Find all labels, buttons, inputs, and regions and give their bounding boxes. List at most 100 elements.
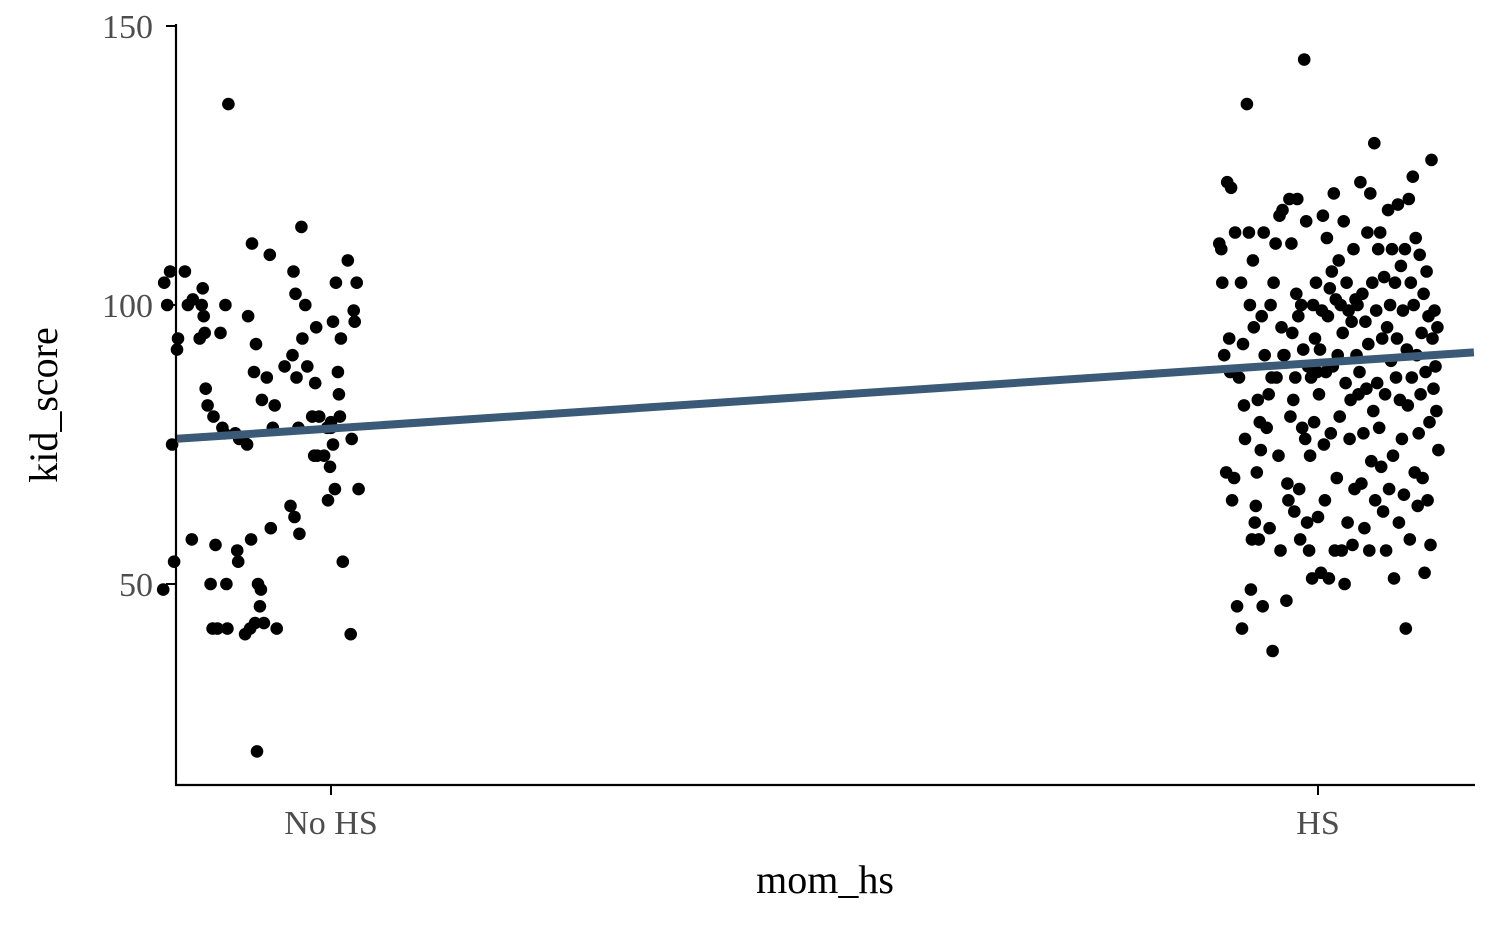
data-point [1407,298,1420,312]
data-point [1405,371,1419,384]
y-tick-label: 100 [102,288,153,325]
data-point [198,326,211,340]
data-point [1224,181,1238,195]
data-point [1330,471,1344,485]
data-point [1367,404,1380,418]
data-point [207,410,220,423]
data-point [345,432,359,446]
data-point [1252,533,1266,546]
data-point [1351,298,1364,312]
data-point [296,332,309,345]
data-point [1264,298,1277,312]
data-point [1234,276,1248,290]
data-point [221,622,234,635]
data-point [241,309,255,323]
data-point [1429,360,1442,373]
data-point [329,276,343,290]
data-point [1298,432,1312,446]
data-point [1386,449,1400,463]
data-point [1280,594,1293,607]
data-point [1336,326,1349,340]
data-point [1302,544,1316,557]
data-point [1415,326,1428,340]
data-point [240,438,254,451]
data-point [1227,471,1241,485]
data-point [1358,521,1371,535]
data-point [264,521,278,535]
data-point [290,371,303,384]
data-point [1300,516,1314,529]
data-point [1428,304,1441,317]
data-point [1353,365,1366,379]
data-point [1216,276,1229,290]
data-point [1247,321,1261,334]
data-point [1289,371,1302,384]
data-point [1355,477,1368,490]
data-point [1312,388,1326,401]
data-point [1299,215,1313,228]
data-point [328,482,342,496]
data-point [1362,337,1375,351]
data-point [244,533,258,546]
data-point [1236,337,1250,351]
data-point [1397,488,1411,502]
data-point [171,332,185,345]
x-axis-ticks: No HS HS [284,785,1340,842]
data-point [1368,494,1382,507]
data-point [1251,393,1265,407]
data-point [1371,242,1385,256]
data-point [178,265,192,278]
data-point [1310,365,1324,379]
data-point [1267,276,1280,290]
x-tick-label: HS [1296,805,1339,842]
data-point [1430,404,1443,418]
data-point [1380,321,1394,334]
data-point [1295,421,1309,435]
data-point [1316,209,1330,222]
data-point [220,577,233,591]
data-point [1272,449,1285,463]
data-point [195,298,208,312]
data-point [323,460,337,474]
data-point [1290,287,1303,301]
data-point [1388,276,1402,290]
data-point [1364,187,1377,200]
data-point [253,600,267,613]
data-point [163,265,177,278]
data-point [336,555,350,568]
data-point [219,298,232,312]
data-point [309,321,323,334]
data-point [1419,365,1432,379]
data-point [1292,309,1305,323]
data-point [1431,321,1444,334]
data-point [321,494,335,507]
data-point [286,348,299,362]
data-point [1303,449,1317,463]
data-point [1318,494,1332,507]
data-point [326,315,340,329]
data-point [1256,600,1269,613]
data-point [1278,348,1291,362]
data-point [1375,332,1389,345]
points-layer [156,53,1445,758]
data-point [331,365,345,379]
data-point [222,97,235,111]
data-point [278,360,291,373]
data-point [1361,226,1374,239]
data-point [1297,53,1311,66]
data-point [1274,544,1287,557]
data-point [1409,231,1422,245]
data-point [1243,298,1257,312]
x-tick-label: No HS [284,805,378,842]
data-point [299,298,312,312]
data-point [1254,443,1268,457]
data-point [1406,170,1420,183]
data-point [1389,371,1403,384]
data-point [270,622,284,635]
y-axis-title: kid_score [21,327,66,483]
data-point [196,282,209,295]
data-point [332,388,346,401]
data-point [1420,265,1433,278]
data-point [312,410,326,423]
data-point [1357,427,1370,440]
